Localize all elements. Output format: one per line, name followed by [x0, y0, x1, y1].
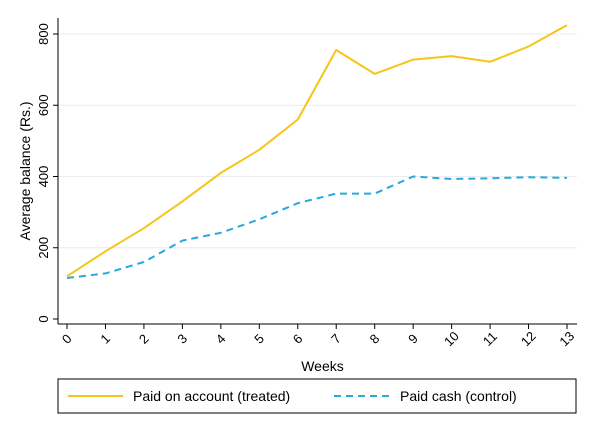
x-tick-label: 11: [480, 329, 500, 349]
x-tick-label: 3: [174, 331, 190, 347]
x-tick-label: 1: [97, 331, 113, 347]
gridlines: [58, 33, 577, 249]
series-lines: [66, 24, 568, 279]
y-tick-label: 800: [36, 23, 51, 45]
x-tick-label: 5: [251, 331, 267, 347]
x-tick-label: 0: [59, 331, 75, 347]
x-tick-label: 12: [518, 328, 539, 349]
x-tick-label: 7: [328, 331, 344, 347]
x-tick-label: 6: [290, 331, 306, 347]
y-tick-label: 400: [36, 166, 51, 188]
x-tick-label: 10: [441, 328, 462, 349]
series-line-control: [66, 175, 568, 279]
x-tick-label: 2: [136, 331, 152, 347]
y-tick-label: 0: [36, 315, 51, 322]
y-tick-label: 200: [36, 237, 51, 259]
y-tick-label: 600: [36, 94, 51, 116]
legend-box: [57, 378, 577, 414]
legend-label: Paid cash (control): [400, 388, 517, 404]
legend: Paid on account (treated) Paid cash (cont…: [57, 378, 577, 414]
series-line-treated: [66, 24, 568, 278]
x-tick-label: 4: [213, 331, 229, 347]
x-tick-label: 8: [367, 331, 383, 347]
x-axis-title: Weeks: [301, 358, 344, 374]
x-tick-label: 13: [556, 328, 577, 349]
y-axis-title: Average balance (Rs.): [17, 101, 33, 240]
x-tick-label: 9: [405, 331, 421, 347]
legend-label: Paid on account (treated): [133, 388, 290, 404]
